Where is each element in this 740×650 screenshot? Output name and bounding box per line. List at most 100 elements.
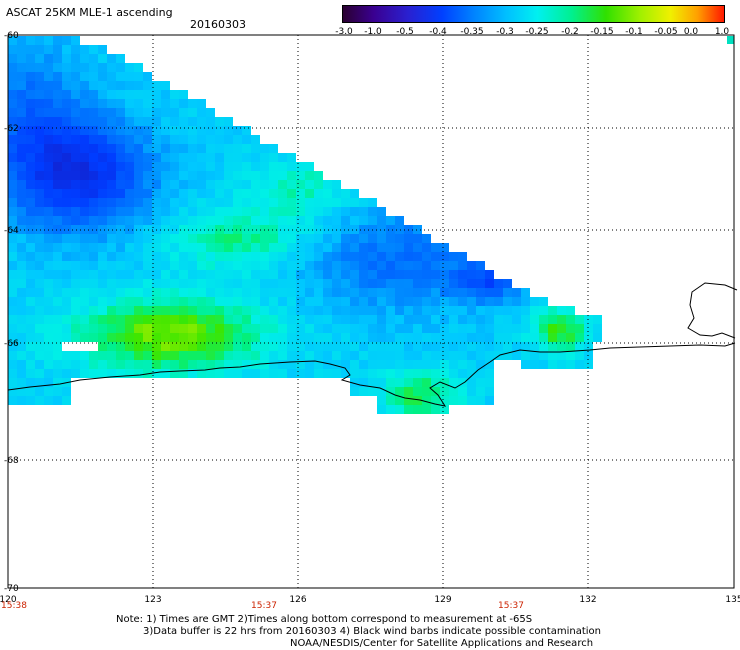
- wind-pixel: [458, 351, 467, 360]
- wind-pixel: [233, 225, 242, 234]
- wind-pixel: [71, 279, 80, 288]
- wind-pixel: [71, 216, 80, 225]
- wind-pixel: [17, 297, 26, 306]
- wind-pixel: [440, 306, 449, 315]
- wind-pixel: [62, 396, 71, 405]
- wind-pixel: [152, 351, 161, 360]
- wind-pixel: [197, 315, 206, 324]
- wind-pixel: [215, 234, 224, 243]
- wind-pixel: [98, 369, 107, 378]
- wind-pixel: [296, 234, 305, 243]
- wind-pixel: [413, 288, 422, 297]
- wind-pixel: [242, 162, 251, 171]
- wind-pixel: [62, 270, 71, 279]
- wind-pixel: [179, 99, 188, 108]
- wind-pixel: [215, 216, 224, 225]
- wind-pixel: [125, 261, 134, 270]
- wind-pixel: [359, 225, 368, 234]
- wind-pixel: [224, 198, 233, 207]
- wind-pixel: [215, 117, 224, 126]
- wind-pixel: [53, 351, 62, 360]
- wind-pixel: [8, 162, 17, 171]
- wind-pixel: [107, 279, 116, 288]
- wind-pixel: [107, 90, 116, 99]
- wind-pixel: [26, 306, 35, 315]
- wind-pixel: [449, 396, 458, 405]
- wind-pixel: [62, 54, 71, 63]
- wind-pixel: [251, 252, 260, 261]
- wind-pixel: [188, 333, 197, 342]
- wind-pixel: [170, 162, 179, 171]
- wind-pixel: [107, 333, 116, 342]
- wind-pixel: [98, 351, 107, 360]
- wind-pixel: [449, 324, 458, 333]
- wind-pixel: [107, 117, 116, 126]
- wind-pixel: [260, 306, 269, 315]
- wind-pixel: [80, 81, 89, 90]
- wind-pixel: [161, 81, 170, 90]
- wind-pixel: [341, 279, 350, 288]
- wind-pixel: [359, 207, 368, 216]
- wind-pixel: [35, 225, 44, 234]
- wind-pixel: [206, 135, 215, 144]
- wind-pixel: [440, 405, 449, 414]
- wind-pixel: [368, 378, 377, 387]
- colorbar-label: -0.1: [625, 27, 643, 37]
- wind-pixel: [80, 288, 89, 297]
- wind-pixel: [44, 396, 53, 405]
- wind-pixel: [404, 324, 413, 333]
- wind-pixel: [143, 252, 152, 261]
- wind-pixel: [62, 216, 71, 225]
- wind-pixel: [71, 54, 80, 63]
- wind-pixel: [98, 297, 107, 306]
- wind-pixel: [116, 135, 125, 144]
- wind-pixel: [8, 333, 17, 342]
- wind-pixel: [440, 387, 449, 396]
- wind-pixel: [62, 144, 71, 153]
- wind-pixel: [395, 234, 404, 243]
- wind-pixel: [8, 261, 17, 270]
- wind-pixel: [260, 162, 269, 171]
- wind-pixel: [215, 144, 224, 153]
- wind-pixel: [377, 405, 386, 414]
- wind-pixel: [269, 162, 278, 171]
- wind-pixel: [467, 261, 476, 270]
- wind-pixel: [98, 288, 107, 297]
- wind-pixel: [269, 171, 278, 180]
- wind-pixel: [566, 306, 575, 315]
- wind-pixel: [107, 81, 116, 90]
- wind-pixel: [386, 315, 395, 324]
- wind-pixel: [224, 153, 233, 162]
- wind-pixel: [242, 207, 251, 216]
- wind-pixel: [332, 288, 341, 297]
- wind-pixel: [386, 387, 395, 396]
- wind-pixel: [53, 306, 62, 315]
- wind-pixel: [62, 369, 71, 378]
- wind-pixel: [413, 369, 422, 378]
- wind-pixel: [485, 306, 494, 315]
- wind-pixel: [305, 234, 314, 243]
- wind-pixel: [152, 342, 161, 351]
- wind-pixel: [323, 234, 332, 243]
- coastline: [7, 342, 736, 407]
- wind-pixel: [26, 324, 35, 333]
- wind-pixel: [161, 297, 170, 306]
- wind-pixel: [467, 306, 476, 315]
- wind-pixel: [80, 144, 89, 153]
- wind-pixel: [233, 342, 242, 351]
- wind-pixel: [8, 387, 17, 396]
- wind-pixel: [386, 243, 395, 252]
- wind-pixel: [269, 153, 278, 162]
- wind-pixel: [314, 189, 323, 198]
- wind-pixel: [44, 342, 53, 351]
- wind-pixel: [44, 108, 53, 117]
- wind-pixel: [386, 324, 395, 333]
- wind-pixel: [548, 315, 557, 324]
- wind-pixel: [71, 225, 80, 234]
- wind-pixel: [431, 333, 440, 342]
- wind-pixel: [143, 72, 152, 81]
- wind-pixel: [35, 333, 44, 342]
- wind-pixel: [134, 144, 143, 153]
- wind-pixel: [53, 72, 62, 81]
- wind-pixel: [359, 288, 368, 297]
